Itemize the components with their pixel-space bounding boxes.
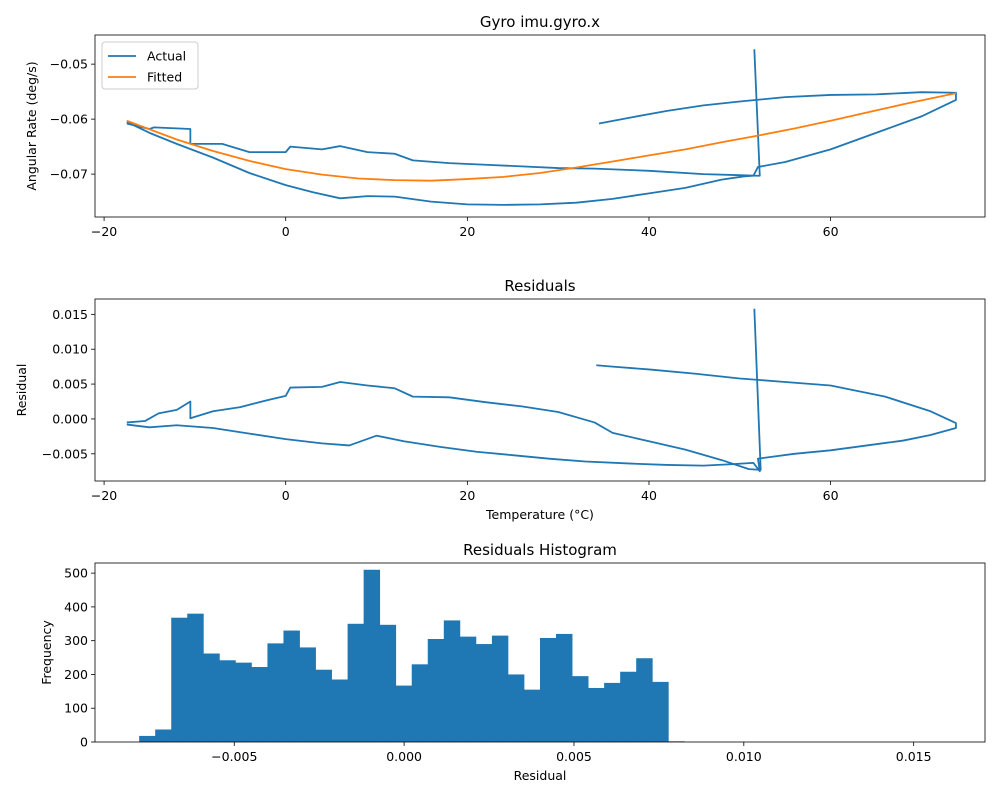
- residuals-plot: −20 0 20 40 60 −0.005 0.000 0.005 0.010 0.015 Resi…: [14, 277, 986, 522]
- histogram-bar: [219, 660, 236, 742]
- y-tick-label: −0.005: [42, 446, 88, 461]
- histogram-bar: [523, 689, 541, 742]
- plot-area: [139, 569, 685, 742]
- histogram-bar: [443, 620, 461, 742]
- histogram-bar: [139, 735, 156, 742]
- x-tick-label: −20: [91, 224, 117, 239]
- x-tick-label: 40: [641, 224, 657, 239]
- x-tick-label: 40: [641, 488, 657, 503]
- histogram-bar: [187, 613, 204, 742]
- histogram-bar: [203, 653, 220, 742]
- y-tick-label: 100: [64, 701, 88, 716]
- histogram-bar: [395, 685, 413, 742]
- x-tick-label: 0.005: [556, 749, 592, 764]
- y-tick-label: 0.010: [52, 342, 88, 357]
- x-tick-label: 60: [823, 224, 839, 239]
- gyro-plot: −20 0 20 40 60 −0.07 −0.06 −0.05 Gyro imu.gyro.x…: [24, 13, 986, 239]
- x-tick-label: 20: [459, 488, 475, 503]
- fitted-series-line: [126, 92, 957, 182]
- histogram-bar: [411, 664, 429, 742]
- histogram-bar: [540, 637, 557, 742]
- histogram-bar: [331, 679, 348, 742]
- histogram-bar: [235, 662, 252, 742]
- histogram-bar: [556, 633, 573, 742]
- series-line: [126, 49, 761, 177]
- y-tick-label: 0.000: [52, 411, 88, 426]
- y-axis-label: Residual: [14, 364, 29, 417]
- plot-title: Residuals: [504, 277, 575, 295]
- x-axis-label: Temperature (°C): [485, 507, 594, 522]
- y-tick-label: −0.05: [50, 57, 88, 72]
- histogram-bar: [620, 671, 637, 742]
- y-tick-label: −0.06: [50, 112, 88, 127]
- histogram-bar: [283, 630, 300, 742]
- plot-area: [126, 308, 957, 473]
- y-tick-label: 400: [64, 599, 88, 614]
- y-tick-label: 200: [64, 667, 88, 682]
- histogram-bar: [379, 624, 397, 742]
- y-axis-label: Frequency: [39, 620, 54, 685]
- x-tick-label: −20: [91, 488, 117, 503]
- x-tick-label: 0: [282, 488, 290, 503]
- y-tick-label: 0.015: [52, 307, 88, 322]
- y-tick-label: 0.005: [52, 377, 88, 392]
- histogram-bar: [347, 623, 365, 742]
- series-line: [126, 364, 957, 473]
- histogram-bar: [155, 729, 172, 742]
- histogram-bar: [507, 674, 525, 742]
- x-tick-label: 0.010: [726, 749, 762, 764]
- legend-label: Fitted: [147, 70, 182, 85]
- histogram-bar: [636, 658, 653, 742]
- histogram-bar: [604, 682, 621, 742]
- legend-label: Actual: [147, 49, 186, 64]
- residuals-histogram-plot: −0.005 0.000 0.005 0.010 0.015 0 100 200 300 400 5…: [39, 541, 986, 783]
- histogram-bar: [652, 681, 669, 742]
- histogram-bar: [251, 667, 268, 742]
- histogram-bar: [299, 647, 316, 742]
- histogram-bar: [588, 687, 605, 742]
- histogram-bar: [363, 569, 381, 742]
- axes-frame: [94, 562, 986, 743]
- histogram-bar: [459, 636, 477, 742]
- plot-area: [126, 49, 957, 206]
- plot-title: Residuals Histogram: [463, 541, 617, 559]
- axes-frame: [94, 34, 986, 218]
- histogram-bar: [475, 644, 493, 742]
- x-tick-label: 0: [282, 224, 290, 239]
- x-tick-label: 20: [459, 224, 475, 239]
- histogram-bar: [171, 617, 188, 742]
- y-tick-label: −0.07: [50, 167, 88, 182]
- y-tick-label: 300: [64, 633, 88, 648]
- y-axis-label: Angular Rate (deg/s): [24, 61, 39, 190]
- x-axis-label: Residual: [514, 768, 567, 783]
- plot-title: Gyro imu.gyro.x: [480, 13, 600, 31]
- actual-series-line: [126, 91, 957, 206]
- y-tick-label: 0: [80, 735, 88, 750]
- histogram-bar: [572, 676, 589, 742]
- histogram-bar: [267, 643, 284, 742]
- axes-frame: [94, 298, 986, 482]
- x-tick-label: 0.015: [896, 749, 932, 764]
- histogram-bar: [491, 635, 509, 742]
- x-tick-label: 60: [823, 488, 839, 503]
- legend: Actual Fitted: [101, 41, 199, 90]
- x-tick-label: −0.005: [211, 749, 257, 764]
- series-line: [126, 308, 762, 471]
- histogram-bar: [315, 669, 332, 742]
- histogram-bar: [427, 638, 445, 742]
- y-tick-label: 500: [64, 566, 88, 581]
- x-tick-label: 0.000: [386, 749, 422, 764]
